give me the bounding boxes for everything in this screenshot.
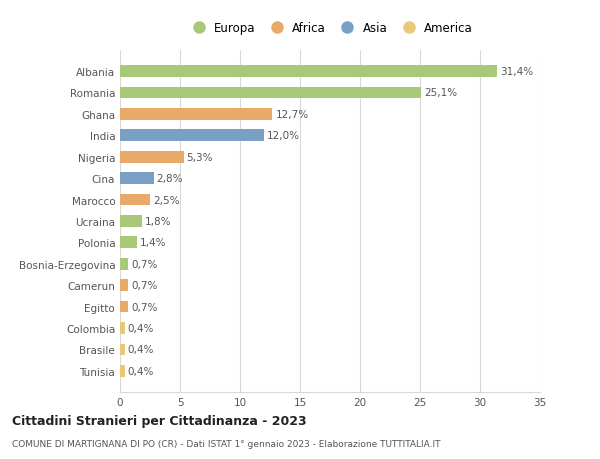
Text: 12,7%: 12,7% [275,110,308,120]
Text: COMUNE DI MARTIGNANA DI PO (CR) - Dati ISTAT 1° gennaio 2023 - Elaborazione TUTT: COMUNE DI MARTIGNANA DI PO (CR) - Dati I… [12,439,440,448]
Bar [120,258,128,270]
Bar [120,216,142,227]
Bar [120,237,137,249]
Text: 25,1%: 25,1% [424,88,457,98]
Text: 5,3%: 5,3% [187,152,213,162]
Text: 31,4%: 31,4% [500,67,533,77]
Text: 0,7%: 0,7% [131,302,158,312]
Legend: Europa, Africa, Asia, America: Europa, Africa, Asia, America [187,22,473,35]
Text: 2,8%: 2,8% [157,174,183,184]
Bar [120,109,272,121]
Bar [120,130,264,142]
Bar [120,173,154,185]
Text: Cittadini Stranieri per Cittadinanza - 2023: Cittadini Stranieri per Cittadinanza - 2… [12,414,307,428]
Bar [120,87,421,99]
Text: 0,4%: 0,4% [128,323,154,333]
Text: 12,0%: 12,0% [267,131,300,141]
Text: 0,7%: 0,7% [131,280,158,291]
Text: 0,7%: 0,7% [131,259,158,269]
Text: 1,8%: 1,8% [145,217,171,226]
Bar [120,194,150,206]
Bar [120,322,125,334]
Text: 2,5%: 2,5% [153,195,179,205]
Bar [120,301,128,313]
Bar [120,66,497,78]
Bar [120,151,184,163]
Text: 1,4%: 1,4% [140,238,166,248]
Text: 0,4%: 0,4% [128,345,154,355]
Text: 0,4%: 0,4% [128,366,154,376]
Bar [120,280,128,291]
Bar [120,344,125,356]
Bar [120,365,125,377]
